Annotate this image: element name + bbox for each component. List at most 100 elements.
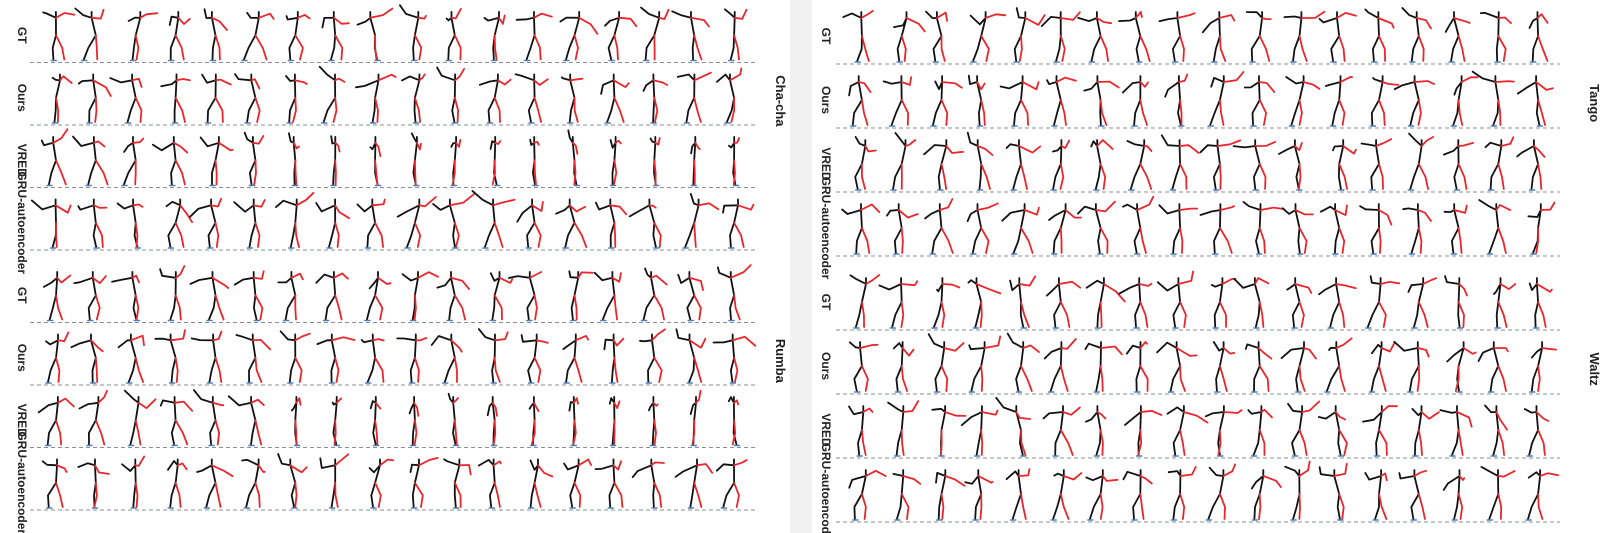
pose-frame bbox=[848, 405, 874, 457]
pose-frame bbox=[398, 4, 427, 62]
dance-name-label: Cha-cha bbox=[773, 75, 788, 127]
pose-frame bbox=[40, 128, 69, 187]
pose-frame bbox=[1043, 338, 1077, 393]
pose-frame bbox=[1528, 11, 1549, 63]
pose-frame bbox=[1212, 341, 1236, 393]
pose-frame bbox=[30, 198, 72, 249]
pose-frame bbox=[639, 328, 666, 384]
pose-frame bbox=[931, 277, 961, 329]
pose-frame bbox=[1411, 405, 1440, 457]
pose-frame bbox=[316, 333, 356, 384]
pose-frame bbox=[489, 270, 514, 322]
pose-frame bbox=[201, 73, 232, 124]
pose-frame bbox=[154, 329, 186, 384]
pose-frame bbox=[1317, 405, 1348, 457]
pose-frame bbox=[1484, 136, 1515, 191]
pose-frame bbox=[923, 139, 964, 191]
pose-frame bbox=[966, 131, 994, 191]
pose-frame bbox=[234, 73, 261, 124]
pose-frame bbox=[935, 469, 966, 521]
pose-frame bbox=[43, 270, 72, 322]
pose-frame bbox=[568, 395, 579, 447]
pose-frame bbox=[1362, 405, 1398, 457]
pose-frame bbox=[893, 11, 926, 63]
pose-frame bbox=[1360, 138, 1393, 191]
pose-frame bbox=[1471, 70, 1515, 127]
pose-frame bbox=[964, 469, 994, 521]
pose-frame bbox=[1090, 139, 1114, 191]
pose-frame bbox=[42, 10, 76, 62]
pose-frame bbox=[233, 270, 265, 322]
pose-frame bbox=[1245, 11, 1272, 63]
pose-frame bbox=[1166, 405, 1209, 457]
pose-frame bbox=[1156, 341, 1198, 393]
pose-frame bbox=[489, 135, 502, 187]
pose-frame bbox=[642, 73, 669, 124]
pose-frame bbox=[123, 389, 157, 447]
pose-frame bbox=[243, 131, 265, 187]
pose-frame bbox=[396, 196, 437, 249]
method-label: GRU-autoencoder bbox=[819, 177, 833, 280]
pose-frame bbox=[1525, 469, 1559, 521]
pose-frame bbox=[401, 270, 439, 322]
pose-frame bbox=[671, 10, 710, 62]
pose-frame bbox=[724, 8, 748, 62]
pose-frame bbox=[443, 458, 472, 509]
method-row: GT bbox=[819, 7, 1560, 65]
pose-frame bbox=[1046, 277, 1082, 329]
pose-frame bbox=[1124, 405, 1163, 457]
pose-frame bbox=[151, 135, 189, 187]
pose-frame bbox=[1528, 277, 1553, 329]
pose-frame bbox=[1077, 11, 1112, 63]
pose-frame bbox=[369, 395, 382, 447]
pose-frame bbox=[1285, 75, 1321, 127]
pose-frame bbox=[567, 129, 581, 187]
pose-frame bbox=[507, 270, 543, 322]
pose-frame bbox=[356, 7, 394, 62]
pose-frame bbox=[445, 7, 462, 62]
pose-frame bbox=[285, 73, 308, 124]
pose-frame bbox=[486, 395, 498, 447]
pose-frame bbox=[1365, 275, 1401, 329]
pose-frame bbox=[1484, 404, 1508, 457]
panels-layer: GTOursVREDGRU-autoencoderCha-chaGTOursVR… bbox=[15, 4, 1602, 533]
method-label: Ours bbox=[819, 352, 833, 380]
pose-frame bbox=[1393, 340, 1430, 393]
pose-frame bbox=[568, 270, 594, 322]
pose-frame bbox=[604, 10, 638, 62]
method-label: VRED bbox=[819, 413, 833, 447]
pose-frame bbox=[1284, 460, 1311, 521]
pose-frame bbox=[1444, 275, 1468, 329]
pose-frame bbox=[1407, 277, 1438, 329]
pose-frame bbox=[1369, 75, 1400, 127]
pose-frame bbox=[199, 135, 234, 187]
pose-frame bbox=[1478, 199, 1512, 255]
pose-frame bbox=[559, 10, 599, 62]
pose-frame bbox=[1446, 341, 1477, 393]
pose-frame bbox=[1050, 469, 1083, 521]
pose-frame bbox=[1477, 341, 1509, 393]
pose-frame bbox=[1318, 462, 1348, 521]
pose-frame bbox=[1158, 11, 1196, 63]
pose-frame bbox=[1318, 11, 1357, 63]
pose-frame bbox=[967, 277, 1002, 329]
pose-frame bbox=[127, 10, 159, 62]
pose-frame bbox=[166, 458, 188, 509]
pose-frame bbox=[477, 328, 509, 384]
pose-frame bbox=[1048, 203, 1082, 255]
method-label: GRU-autoencoder bbox=[15, 171, 29, 274]
pose-frame bbox=[563, 458, 592, 509]
method-row: VRED bbox=[15, 389, 756, 448]
pose-frame bbox=[400, 73, 426, 124]
pose-frame bbox=[1283, 10, 1326, 63]
pose-frame bbox=[1250, 469, 1282, 521]
pose-frame bbox=[330, 135, 341, 187]
pose-frame bbox=[196, 458, 234, 509]
pose-frame bbox=[1244, 341, 1273, 393]
pose-frame bbox=[45, 331, 70, 384]
pose-frame bbox=[1125, 341, 1149, 393]
pose-frame bbox=[356, 198, 386, 249]
pose-frame bbox=[331, 395, 343, 447]
pose-frame bbox=[925, 10, 948, 63]
method-row: GRU-autoencoder bbox=[819, 177, 1560, 280]
